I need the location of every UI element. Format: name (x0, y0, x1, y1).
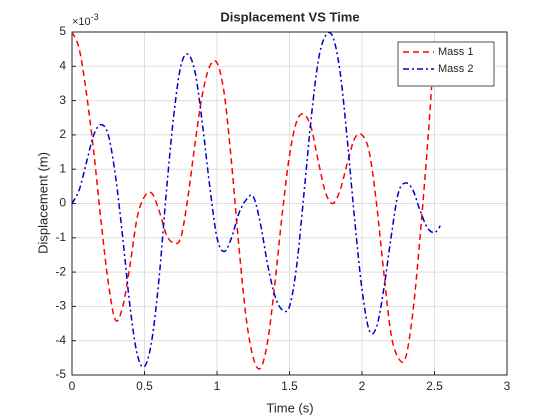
x-axis-label: Time (s) (266, 400, 313, 415)
y-exponent-base: ×10 (72, 16, 91, 28)
y-tick-label: -3 (55, 299, 66, 313)
y-axis-label: Displacement (m) (35, 152, 50, 254)
y-exponent-power: -3 (91, 12, 99, 22)
y-tick-label: 4 (59, 58, 66, 72)
y-tick-label: 3 (59, 93, 66, 107)
x-tick-label: 2 (359, 379, 366, 393)
x-tick-label: 0.5 (136, 379, 153, 393)
x-tick-label: 1 (214, 379, 221, 393)
y-tick-label: -1 (55, 230, 66, 244)
chart-title: Displacement VS Time (220, 9, 359, 24)
y-tick-label: 0 (59, 196, 66, 210)
y-tick-label: 1 (59, 161, 66, 175)
y-tick-label: -5 (55, 367, 66, 381)
legend-label: Mass 1 (438, 46, 473, 58)
x-tick-label: 1.5 (281, 379, 298, 393)
legend-label: Mass 2 (438, 63, 473, 75)
y-tick-label: -2 (55, 264, 66, 278)
y-tick-label: 5 (59, 24, 66, 38)
x-tick-label: 2.5 (426, 379, 443, 393)
y-exponent: ×10-3 (72, 12, 99, 28)
y-tick-label: -4 (55, 333, 66, 347)
series-line (71, 31, 433, 370)
x-tick-label: 3 (504, 379, 511, 393)
y-tick-label: 2 (59, 127, 66, 141)
series-line (71, 31, 441, 368)
legend-box (397, 41, 495, 87)
x-tick-label: 0 (69, 379, 76, 393)
